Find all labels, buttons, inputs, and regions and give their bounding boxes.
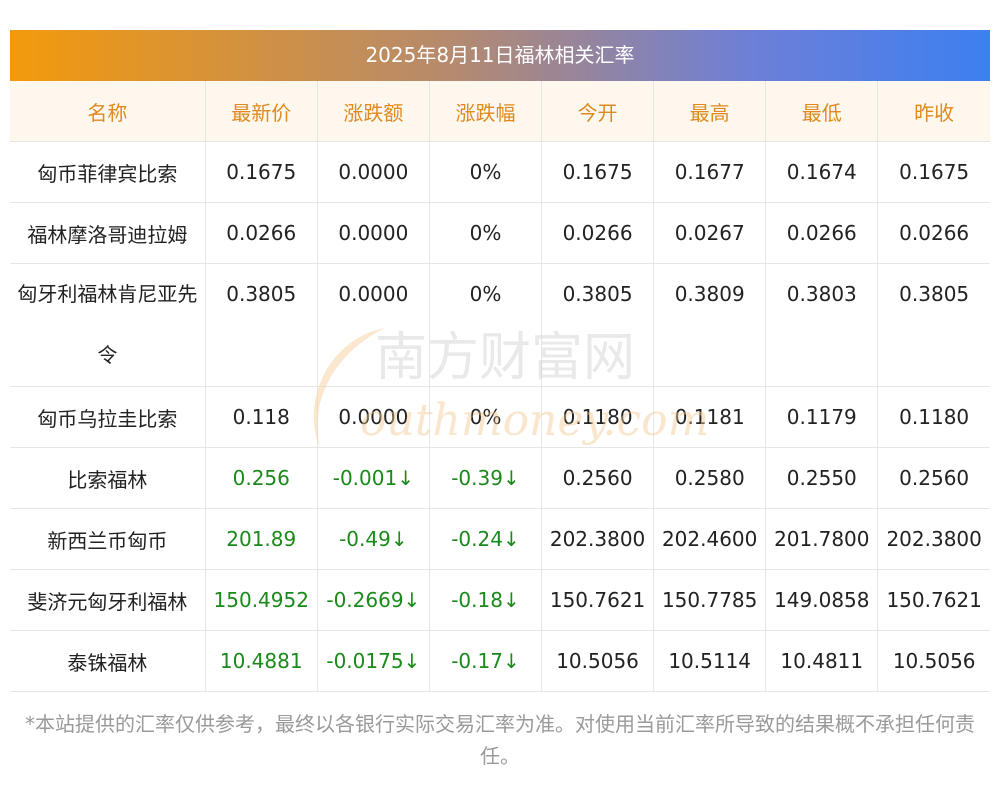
latest-price: 201.89: [204, 508, 318, 570]
high-price: 0.0267: [653, 202, 766, 264]
column-header-open: 今开: [541, 81, 654, 142]
table-row: 福林摩洛哥迪拉姆 0.0266 0.0000 0% 0.0266 0.0267 …: [10, 202, 990, 264]
prev-close: 0.1180: [877, 386, 990, 448]
table-row: 新西兰币匈币 201.89 -0.49↓ -0.24↓ 202.3800 202…: [10, 508, 990, 570]
change-percent: -0.18↓: [428, 569, 542, 631]
open-price: 10.5056: [541, 630, 654, 692]
table-row: 比索福林 0.256 -0.001↓ -0.39↓ 0.2560 0.2580 …: [10, 447, 990, 509]
exchange-rate-table: 名称 最新价 涨跌额 涨跌幅 今开 最高 最低 昨收 匈币菲律宾比索 0.167…: [10, 81, 990, 692]
high-price: 10.5114: [653, 630, 766, 692]
currency-pair-name: 匈牙利福林肯尼亚先令: [10, 263, 206, 387]
low-price: 0.1674: [765, 141, 878, 203]
open-price: 202.3800: [541, 508, 654, 570]
prev-close: 0.3805: [877, 263, 990, 387]
currency-pair-name: 比索福林: [10, 447, 206, 509]
high-price: 0.1181: [653, 386, 766, 448]
open-price: 0.0266: [541, 202, 654, 264]
low-price: 0.0266: [765, 202, 878, 264]
column-header-name: 名称: [10, 81, 206, 142]
open-price: 0.1675: [541, 141, 654, 203]
column-header-change-pct: 涨跌幅: [428, 81, 542, 142]
table-row: 匈币乌拉圭比索 0.118 0.0000 0% 0.1180 0.1181 0.…: [10, 386, 990, 448]
change-amount: 0.0000: [316, 141, 430, 203]
change-percent: -0.24↓: [428, 508, 542, 570]
low-price: 0.1179: [765, 386, 878, 448]
currency-pair-name: 匈币乌拉圭比索: [10, 386, 206, 448]
high-price: 0.3809: [653, 263, 766, 387]
change-amount: -0.001↓: [316, 447, 430, 509]
prev-close: 0.1675: [877, 141, 990, 203]
high-price: 0.2580: [653, 447, 766, 509]
latest-price: 0.0266: [204, 202, 318, 264]
latest-price: 150.4952: [204, 569, 318, 631]
latest-price: 0.1675: [204, 141, 318, 203]
open-price: 0.3805: [541, 263, 654, 387]
change-amount: 0.0000: [316, 386, 430, 448]
table-row: 匈币菲律宾比索 0.1675 0.0000 0% 0.1675 0.1677 0…: [10, 141, 990, 203]
prev-close: 0.2560: [877, 447, 990, 509]
currency-pair-name: 泰铢福林: [10, 630, 206, 692]
column-header-prev-close: 昨收: [877, 81, 990, 142]
low-price: 201.7800: [765, 508, 878, 570]
open-price: 0.1180: [541, 386, 654, 448]
page-title: 2025年8月11日福林相关汇率: [10, 30, 990, 81]
change-percent: 0%: [428, 386, 542, 448]
low-price: 0.2550: [765, 447, 878, 509]
open-price: 150.7621: [541, 569, 654, 631]
change-percent: 0%: [428, 141, 542, 203]
prev-close: 202.3800: [877, 508, 990, 570]
change-amount: 0.0000: [316, 202, 430, 264]
table-row: 匈牙利福林肯尼亚先令 0.3805 0.0000 0% 0.3805 0.380…: [10, 263, 990, 387]
change-amount: -0.0175↓: [316, 630, 430, 692]
column-header-change: 涨跌额: [316, 81, 430, 142]
high-price: 150.7785: [653, 569, 766, 631]
column-header-high: 最高: [653, 81, 766, 142]
change-amount: -0.49↓: [316, 508, 430, 570]
disclaimer-note: *本站提供的汇率仅供参考，最终以各银行实际交易汇率为准。对使用当前汇率所导致的结…: [25, 712, 975, 768]
prev-close: 150.7621: [877, 569, 990, 631]
table-row: 斐济元匈牙利福林 150.4952 -0.2669↓ -0.18↓ 150.76…: [10, 569, 990, 631]
open-price: 0.2560: [541, 447, 654, 509]
prev-close: 0.0266: [877, 202, 990, 264]
column-header-latest: 最新价: [204, 81, 318, 142]
column-header-low: 最低: [765, 81, 878, 142]
change-amount: 0.0000: [316, 263, 430, 387]
low-price: 149.0858: [765, 569, 878, 631]
currency-pair-name: 匈币菲律宾比索: [10, 141, 206, 203]
change-percent: 0%: [428, 202, 542, 264]
prev-close: 10.5056: [877, 630, 990, 692]
currency-pair-name: 福林摩洛哥迪拉姆: [10, 202, 206, 264]
latest-price: 0.3805: [204, 263, 318, 387]
latest-price: 0.256: [204, 447, 318, 509]
table-row: 泰铢福林 10.4881 -0.0175↓ -0.17↓ 10.5056 10.…: [10, 630, 990, 692]
latest-price: 0.118: [204, 386, 318, 448]
table-header-row: 名称 最新价 涨跌额 涨跌幅 今开 最高 最低 昨收: [10, 81, 990, 142]
change-percent: -0.39↓: [428, 447, 542, 509]
change-percent: -0.17↓: [428, 630, 542, 692]
change-percent: 0%: [428, 263, 542, 387]
low-price: 10.4811: [765, 630, 878, 692]
latest-price: 10.4881: [204, 630, 318, 692]
change-amount: -0.2669↓: [316, 569, 430, 631]
high-price: 0.1677: [653, 141, 766, 203]
currency-pair-name: 新西兰币匈币: [10, 508, 206, 570]
currency-pair-name: 斐济元匈牙利福林: [10, 569, 206, 631]
low-price: 0.3803: [765, 263, 878, 387]
high-price: 202.4600: [653, 508, 766, 570]
